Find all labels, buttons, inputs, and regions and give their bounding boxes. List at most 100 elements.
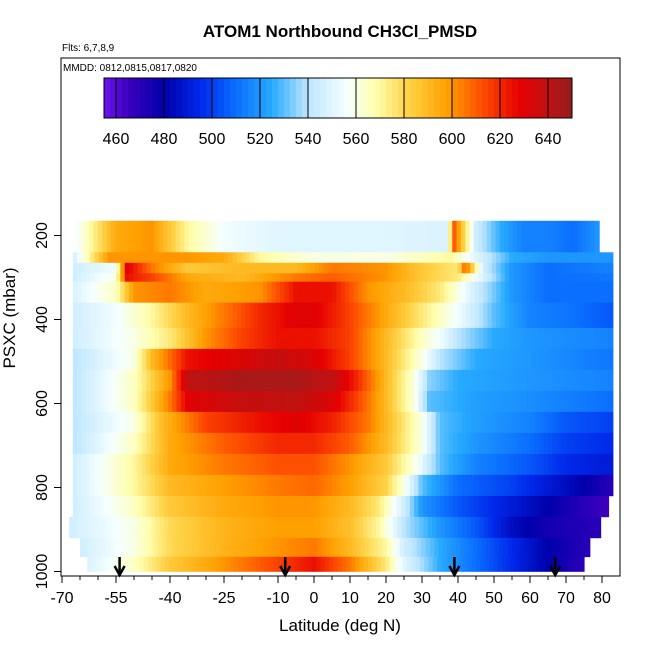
y-tick-label: 1000 — [34, 554, 51, 590]
heat-cell — [180, 495, 186, 518]
heat-cell — [193, 262, 199, 274]
heat-cell — [478, 327, 484, 350]
heat-cell — [426, 220, 432, 253]
heat-cell — [388, 369, 394, 392]
heat-cell — [474, 281, 480, 303]
heat-cell — [535, 273, 540, 282]
heat-cell — [573, 281, 579, 303]
heat-cell — [340, 432, 346, 455]
heat-cell — [116, 390, 121, 413]
heat-cell — [258, 390, 264, 413]
heat-cell — [539, 474, 545, 497]
heat-cell — [159, 453, 165, 476]
heat-cell — [353, 302, 359, 329]
heat-cell — [418, 495, 424, 518]
heat-cell — [362, 516, 368, 539]
heat-cell — [608, 390, 614, 413]
heat-cell — [297, 252, 303, 264]
heat-cell — [470, 252, 476, 264]
heat-cell — [461, 252, 467, 264]
heat-cell — [578, 262, 584, 274]
heat-cell — [500, 281, 506, 303]
heat-cell — [306, 390, 311, 413]
heat-cell — [360, 537, 366, 558]
heat-cell — [431, 390, 437, 413]
heat-cell — [241, 495, 247, 518]
heat-cell — [179, 537, 185, 558]
colorbar-swatch — [344, 78, 351, 118]
heat-cell — [182, 556, 188, 572]
heat-cell — [586, 411, 592, 434]
heat-cell — [146, 281, 152, 303]
heat-cell — [183, 537, 189, 558]
heat-cell — [578, 432, 584, 455]
heat-cell — [111, 495, 117, 518]
heat-cell — [103, 252, 108, 264]
heat-cell — [448, 432, 454, 455]
heat-cell — [85, 390, 91, 413]
heat-cell — [150, 252, 156, 264]
heat-cell — [344, 302, 350, 329]
heat-cell — [198, 369, 203, 392]
heat-cell — [323, 369, 329, 392]
heat-cell — [257, 537, 263, 558]
heat-cell — [249, 273, 255, 282]
heat-cell — [560, 262, 566, 274]
heat-cell — [479, 516, 485, 539]
heat-cell — [418, 348, 424, 371]
heat-cell — [517, 273, 523, 282]
heat-cell — [310, 273, 316, 282]
heat-cell — [215, 273, 221, 282]
heat-cell — [418, 474, 424, 497]
heat-cell — [556, 432, 562, 455]
heat-cell — [301, 432, 307, 455]
heat-cell — [500, 302, 506, 329]
heat-cell — [548, 432, 553, 455]
heat-cell — [548, 474, 553, 497]
colorbar-swatch — [230, 78, 237, 118]
heat-cell — [202, 273, 208, 282]
heat-cell — [513, 411, 519, 434]
heat-cell — [81, 348, 87, 371]
heat-cell — [280, 281, 286, 303]
heat-cell — [280, 348, 286, 371]
colorbar-swatch — [374, 78, 381, 118]
heat-band-10 — [72, 411, 614, 434]
heat-cell — [288, 273, 294, 282]
heat-cell — [245, 273, 251, 282]
heat-cell — [379, 302, 385, 329]
heat-cell — [327, 474, 333, 497]
heat-cell — [180, 220, 185, 253]
heat-cell — [340, 369, 346, 392]
heat-cell — [236, 327, 242, 350]
profile-arrow — [279, 557, 292, 578]
heat-cell — [190, 516, 196, 539]
heat-cell — [500, 273, 506, 282]
heat-cell — [370, 252, 376, 264]
heat-cell — [319, 516, 325, 539]
heat-cell — [556, 474, 562, 497]
heat-cell — [159, 432, 165, 455]
heat-cell — [357, 273, 363, 282]
heat-cell — [159, 262, 165, 274]
heat-cell — [136, 537, 142, 558]
heat-cell — [193, 432, 199, 455]
heat-cell — [404, 220, 410, 253]
heat-cell — [146, 390, 152, 413]
heat-cell — [314, 220, 319, 253]
colorbar-swatch — [356, 78, 363, 118]
heat-cell — [435, 453, 441, 476]
heat-cell — [90, 273, 95, 282]
heat-cell — [483, 281, 489, 303]
heat-cell — [194, 516, 200, 539]
heat-cell — [271, 252, 277, 264]
heat-cell — [301, 327, 307, 350]
chart-title: ATOM1 Northbound CH3Cl_PMSD — [203, 22, 477, 41]
heat-cell — [177, 556, 183, 572]
heat-cell — [224, 474, 229, 497]
heat-cell — [478, 453, 484, 476]
heat-cell — [141, 262, 147, 274]
heat-cell — [107, 453, 113, 476]
heat-cell — [559, 537, 565, 558]
heat-cell — [509, 411, 515, 434]
